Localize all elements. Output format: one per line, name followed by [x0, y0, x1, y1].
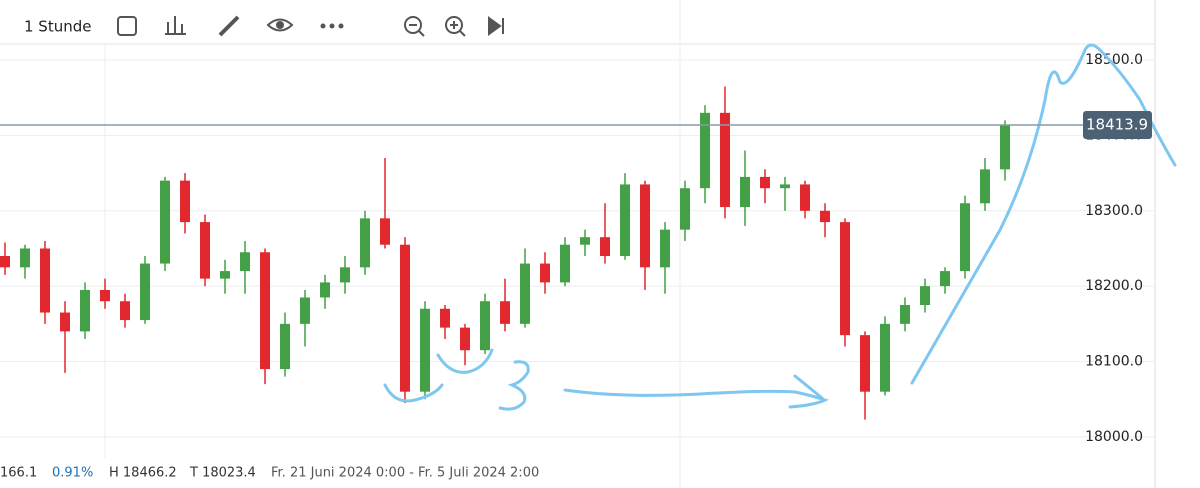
- candle-body: [840, 222, 850, 336]
- candle-body: [300, 297, 310, 324]
- candle-body: [180, 180, 190, 223]
- candle-body: [0, 256, 10, 268]
- zoom-in-icon[interactable]: [445, 16, 463, 34]
- candle-body: [940, 271, 950, 287]
- status-high: H 18466.2: [109, 466, 177, 481]
- candle-body: [20, 248, 30, 268]
- candle-body: [140, 263, 150, 321]
- candle-body: [700, 112, 710, 189]
- candle-body: [960, 203, 970, 272]
- candle-body: [580, 237, 590, 245]
- candle-body: [240, 252, 250, 272]
- candle-body: [400, 244, 410, 392]
- candle-body: [560, 244, 570, 283]
- candle-body: [320, 282, 330, 298]
- candle-body: [640, 184, 650, 268]
- y-tick-label: 18100.0: [1085, 354, 1143, 370]
- candle-body: [880, 323, 890, 392]
- candle-body: [60, 312, 70, 332]
- candle-body: [500, 301, 510, 324]
- candle-body: [120, 301, 130, 321]
- y-tick-label: 18200.0: [1085, 278, 1143, 294]
- candle-body: [820, 210, 830, 223]
- candle-body: [520, 263, 530, 324]
- candle-body: [80, 289, 90, 332]
- chart-type-icon[interactable]: [165, 16, 186, 35]
- candle-body: [420, 308, 430, 392]
- y-tick-label: 18500.0: [1085, 52, 1143, 68]
- candle-body: [360, 218, 370, 268]
- candle-body: [920, 286, 930, 306]
- more-icon[interactable]: [320, 23, 344, 29]
- interval-button[interactable]: 1 Stunde: [24, 18, 91, 36]
- view-icon[interactable]: [266, 18, 294, 32]
- candle-body: [660, 229, 670, 268]
- y-tick-label: 18000.0: [1085, 429, 1143, 445]
- candle-body: [540, 263, 550, 283]
- candle-body: [480, 301, 490, 351]
- candle-body: [100, 289, 110, 302]
- status-range: Fr. 21 Juni 2024 0:00 - Fr. 5 Juli 2024 …: [271, 466, 539, 481]
- indicator-icon[interactable]: [117, 16, 137, 36]
- candle-body: [200, 222, 210, 279]
- candle-body: [600, 237, 610, 257]
- status-low: T 18023.4: [189, 466, 256, 481]
- candle-body: [800, 184, 810, 211]
- candle-body: [860, 335, 870, 392]
- candle-body: [440, 308, 450, 328]
- candle-body: [720, 112, 730, 208]
- candle-body: [760, 176, 770, 189]
- hand-drawing: [383, 43, 1177, 411]
- candle-body: [280, 323, 290, 370]
- candle-body: [260, 252, 270, 370]
- y-tick-label: 18300.0: [1085, 203, 1143, 219]
- candle-body: [900, 305, 910, 324]
- go-end-icon[interactable]: [488, 16, 504, 36]
- toolbar-icons: [117, 15, 504, 37]
- candle-body: [620, 184, 630, 257]
- candle-body: [780, 184, 790, 189]
- zoom-out-icon[interactable]: [404, 16, 422, 34]
- candle-body: [460, 327, 470, 351]
- candle-body: [380, 218, 390, 245]
- candle-body: [40, 248, 50, 313]
- candle-body: [980, 169, 990, 204]
- status-last: 166.1: [0, 466, 37, 481]
- candle-body: [680, 188, 690, 230]
- candle-body: [1000, 124, 1010, 170]
- candle-body: [340, 267, 350, 283]
- candle-body: [740, 176, 750, 208]
- candle-body: [160, 180, 170, 264]
- candle-body: [220, 271, 230, 279]
- draw-icon[interactable]: [218, 15, 240, 37]
- status-change: 0.91%: [52, 466, 93, 481]
- last-price-label: 18413.9: [1086, 115, 1148, 133]
- last-price-box: [1083, 110, 1152, 139]
